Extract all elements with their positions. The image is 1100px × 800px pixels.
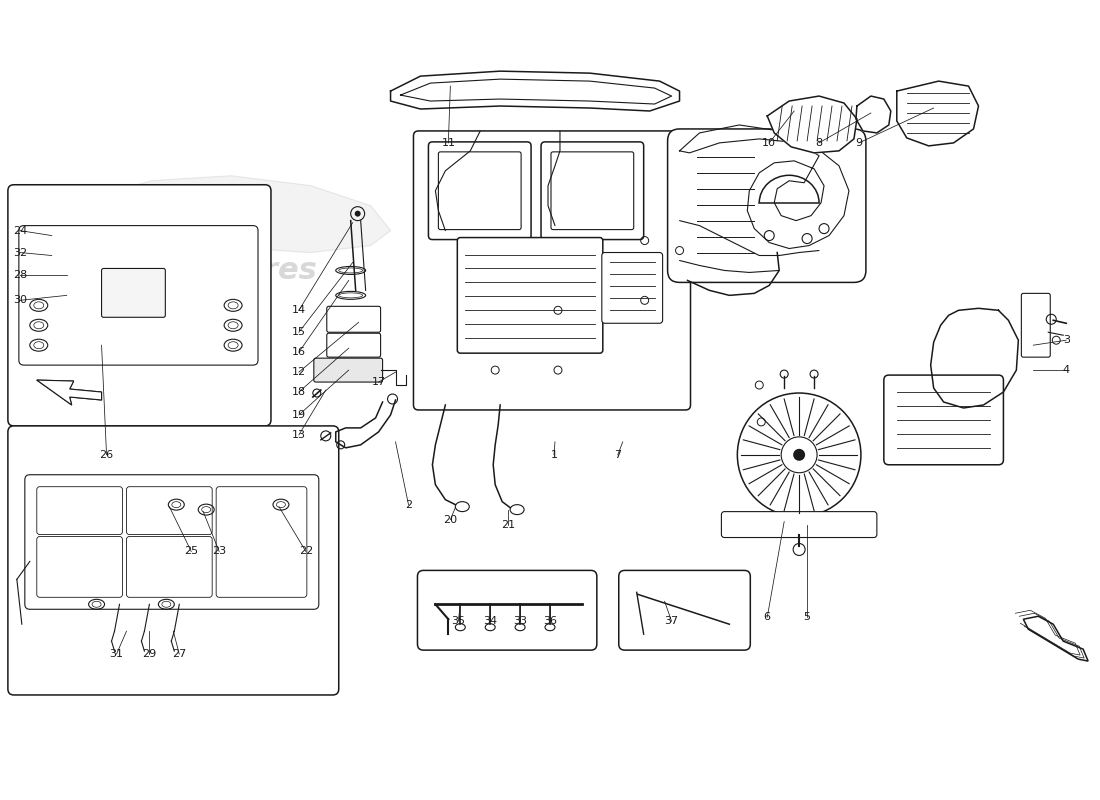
FancyBboxPatch shape: [314, 358, 383, 382]
FancyBboxPatch shape: [36, 486, 122, 534]
FancyBboxPatch shape: [327, 306, 381, 332]
Polygon shape: [856, 96, 891, 133]
Text: 35: 35: [451, 616, 465, 626]
Polygon shape: [72, 176, 390, 253]
Text: 30: 30: [13, 295, 26, 306]
Polygon shape: [896, 81, 979, 146]
Polygon shape: [1023, 616, 1088, 661]
FancyBboxPatch shape: [883, 375, 1003, 465]
Text: 25: 25: [184, 546, 198, 557]
Text: 4: 4: [1063, 365, 1070, 375]
FancyBboxPatch shape: [414, 131, 691, 410]
Text: eurospares: eurospares: [663, 246, 856, 275]
Text: 1: 1: [550, 450, 558, 460]
Text: 27: 27: [173, 649, 186, 659]
Polygon shape: [680, 125, 849, 249]
FancyBboxPatch shape: [19, 226, 258, 365]
FancyBboxPatch shape: [418, 570, 597, 650]
Text: 20: 20: [443, 514, 458, 525]
Text: 14: 14: [292, 306, 306, 315]
Text: 22: 22: [299, 546, 314, 557]
Text: 7: 7: [614, 450, 622, 460]
Text: 3: 3: [1063, 335, 1069, 346]
Polygon shape: [36, 380, 101, 405]
FancyBboxPatch shape: [1022, 294, 1050, 357]
Text: 33: 33: [513, 616, 527, 626]
Text: 34: 34: [483, 616, 497, 626]
Text: 36: 36: [543, 616, 557, 626]
Text: 26: 26: [99, 450, 113, 460]
Text: eurospares: eurospares: [124, 256, 318, 285]
FancyBboxPatch shape: [327, 334, 381, 357]
FancyBboxPatch shape: [126, 537, 212, 598]
Text: 28: 28: [13, 270, 28, 281]
Text: 21: 21: [502, 519, 515, 530]
FancyBboxPatch shape: [101, 269, 165, 318]
Text: 37: 37: [664, 616, 679, 626]
FancyBboxPatch shape: [551, 152, 634, 230]
Text: 23: 23: [212, 546, 227, 557]
Text: 16: 16: [292, 347, 306, 357]
Circle shape: [354, 210, 361, 217]
FancyBboxPatch shape: [8, 426, 339, 695]
Text: 18: 18: [292, 387, 306, 397]
FancyBboxPatch shape: [619, 570, 750, 650]
Text: 2: 2: [405, 500, 412, 510]
FancyBboxPatch shape: [217, 486, 307, 598]
FancyBboxPatch shape: [8, 185, 271, 426]
FancyBboxPatch shape: [439, 152, 521, 230]
Text: 29: 29: [142, 649, 156, 659]
Text: 9: 9: [856, 138, 862, 148]
Text: 11: 11: [441, 138, 455, 148]
Polygon shape: [767, 96, 857, 153]
FancyBboxPatch shape: [458, 238, 603, 353]
Text: 24: 24: [13, 226, 28, 235]
FancyBboxPatch shape: [602, 253, 662, 323]
Circle shape: [793, 449, 805, 461]
FancyBboxPatch shape: [722, 512, 877, 538]
Text: 19: 19: [292, 410, 306, 420]
FancyBboxPatch shape: [541, 142, 644, 239]
Polygon shape: [36, 380, 101, 405]
Text: 15: 15: [292, 327, 306, 338]
FancyBboxPatch shape: [36, 537, 122, 598]
Text: 13: 13: [292, 430, 306, 440]
Text: 17: 17: [372, 377, 386, 387]
Text: 8: 8: [815, 138, 823, 148]
Text: 10: 10: [762, 138, 777, 148]
FancyBboxPatch shape: [25, 474, 319, 610]
Text: 31: 31: [110, 649, 123, 659]
FancyBboxPatch shape: [668, 129, 866, 282]
FancyBboxPatch shape: [428, 142, 531, 239]
Text: 6: 6: [763, 612, 771, 622]
Text: 32: 32: [13, 247, 26, 258]
Polygon shape: [1023, 616, 1088, 661]
Text: 12: 12: [292, 367, 306, 377]
FancyBboxPatch shape: [126, 486, 212, 534]
Text: 5: 5: [804, 612, 811, 622]
Polygon shape: [390, 71, 680, 111]
